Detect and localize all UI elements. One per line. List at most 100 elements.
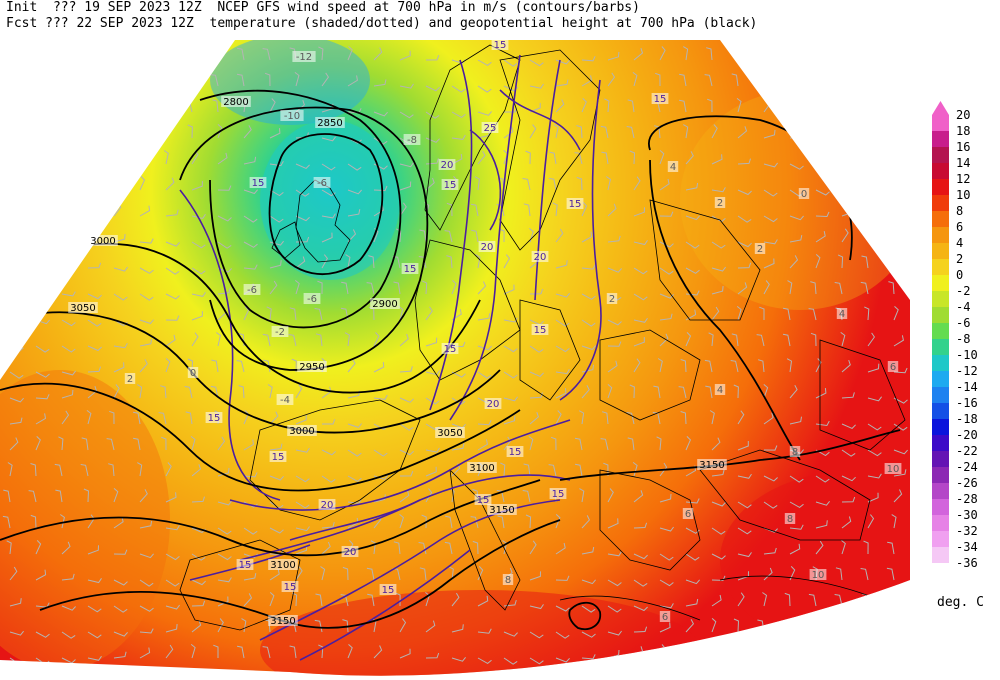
wind-barb — [867, 363, 880, 373]
wind-barb — [399, 162, 415, 168]
contour-label: 15 — [382, 585, 395, 596]
colorbar-swatch — [932, 323, 949, 339]
wind-barb — [529, 59, 544, 67]
wind-barb — [81, 177, 89, 191]
wind-barb — [32, 150, 39, 165]
contour-label: -8 — [407, 135, 417, 146]
wind-barb — [444, 541, 453, 555]
wind-barb — [763, 384, 769, 399]
wind-barb — [731, 333, 739, 347]
wind-barb — [525, 150, 531, 165]
wind-barb — [295, 256, 306, 269]
wind-barb — [581, 345, 596, 351]
contour-label: 2850 — [317, 118, 342, 129]
wind-barb — [522, 178, 531, 191]
wind-barb — [477, 419, 492, 426]
wind-barb — [61, 228, 69, 243]
contour-label: 15 — [272, 452, 285, 463]
contour-label: 3100 — [469, 463, 494, 474]
wind-barb — [28, 490, 37, 503]
wind-barb — [269, 443, 283, 451]
wind-barb — [711, 154, 723, 165]
label-bg — [714, 197, 726, 208]
wind-barb — [30, 463, 37, 477]
wind-barb — [137, 384, 143, 399]
contour-label: -6 — [317, 178, 327, 189]
wind-barb — [269, 569, 280, 581]
contour-label: 25 — [484, 123, 497, 134]
wind-barb — [217, 287, 231, 295]
contour-label: 2900 — [372, 299, 397, 310]
wind-barb — [137, 462, 143, 477]
wind-barb — [139, 489, 148, 503]
wind-barb — [548, 177, 557, 191]
contour-label: 20 — [441, 160, 454, 171]
wind-barb — [165, 579, 180, 587]
wind-barb — [61, 319, 76, 327]
wind-barb — [139, 520, 153, 529]
wind-barb — [685, 151, 694, 165]
colorbar-swatch — [932, 211, 949, 227]
wind-barb — [321, 232, 333, 243]
wind-barb — [607, 203, 617, 217]
wind-barb — [139, 293, 154, 301]
contour-label: 3100 — [270, 560, 295, 571]
wind-barb — [815, 500, 830, 506]
wind-barb — [61, 124, 67, 139]
wind-barb — [399, 202, 407, 217]
wind-barb — [762, 592, 768, 607]
wind-barb — [736, 306, 742, 321]
wind-barb — [629, 150, 636, 165]
contour-label: 3050 — [437, 428, 462, 439]
label-bg — [789, 446, 801, 457]
label-bg — [236, 559, 254, 570]
wind-barb — [29, 203, 37, 217]
wind-barb — [295, 526, 310, 532]
wind-barb — [191, 332, 199, 347]
wind-barb — [581, 631, 596, 638]
wind-barb — [763, 501, 778, 509]
wind-barb — [449, 488, 455, 503]
wind-barb — [834, 594, 843, 607]
wind-barb — [841, 359, 851, 373]
wind-barb — [837, 618, 843, 633]
wind-barb — [711, 241, 726, 249]
wind-barb — [893, 335, 904, 347]
wind-barb — [867, 137, 882, 145]
wind-barb — [191, 292, 206, 297]
contour-label: 0 — [190, 368, 196, 379]
wind-barb — [113, 343, 128, 349]
contour-label: 6 — [890, 362, 896, 373]
wind-barb — [317, 280, 323, 295]
wind-barb — [217, 241, 232, 249]
wind-barb — [529, 657, 544, 665]
colorbar-swatch — [932, 403, 949, 419]
wind-barb — [217, 152, 228, 165]
wind-barb — [607, 267, 622, 273]
wind-barb — [86, 202, 92, 217]
wind-barb — [477, 628, 492, 634]
wind-barb — [217, 215, 232, 222]
wind-barb — [477, 281, 487, 295]
wind-barb — [264, 72, 271, 87]
wind-barb — [711, 594, 722, 607]
wind-barb — [165, 209, 179, 217]
wind-barb — [373, 47, 383, 61]
label-bg — [68, 302, 98, 313]
wind-barb — [529, 540, 537, 555]
wind-barb — [633, 605, 648, 612]
wind-barb — [503, 59, 518, 67]
wind-barb — [3, 489, 11, 503]
wind-barb — [35, 569, 47, 581]
wind-barb — [553, 124, 559, 139]
wind-barb — [425, 337, 438, 347]
wind-barb — [477, 111, 492, 116]
wind-barb — [217, 500, 232, 506]
wind-barb — [548, 464, 557, 477]
label-bg — [243, 284, 261, 295]
wind-barb — [841, 46, 849, 61]
wind-barb — [373, 205, 384, 217]
wind-barb — [190, 644, 196, 659]
wind-barb — [815, 520, 828, 529]
wind-barb — [685, 498, 700, 504]
